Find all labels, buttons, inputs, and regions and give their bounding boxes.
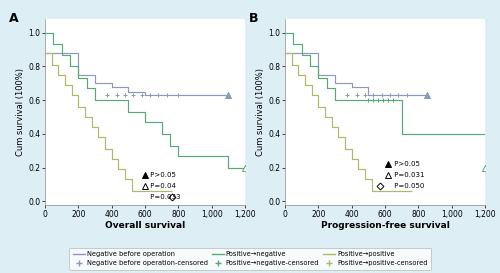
Text: P=0.04: P=0.04 bbox=[148, 183, 176, 189]
Legend: Negative before operation, Negative before operation-censored, Positive→negative: Negative before operation, Negative befo… bbox=[69, 248, 431, 270]
Text: P>0.05: P>0.05 bbox=[148, 172, 176, 178]
Y-axis label: Cum survival (100%): Cum survival (100%) bbox=[256, 68, 265, 156]
Y-axis label: Cum survival (100%): Cum survival (100%) bbox=[16, 68, 25, 156]
Text: P=0.033: P=0.033 bbox=[148, 194, 181, 200]
Text: A: A bbox=[9, 12, 18, 25]
X-axis label: Progression-free survival: Progression-free survival bbox=[320, 221, 450, 230]
Text: B: B bbox=[249, 12, 258, 25]
Text: P>0.05: P>0.05 bbox=[392, 161, 419, 167]
X-axis label: Overall survival: Overall survival bbox=[105, 221, 185, 230]
Text: P=0.031: P=0.031 bbox=[392, 172, 424, 178]
Text: P=0.050: P=0.050 bbox=[392, 183, 424, 189]
